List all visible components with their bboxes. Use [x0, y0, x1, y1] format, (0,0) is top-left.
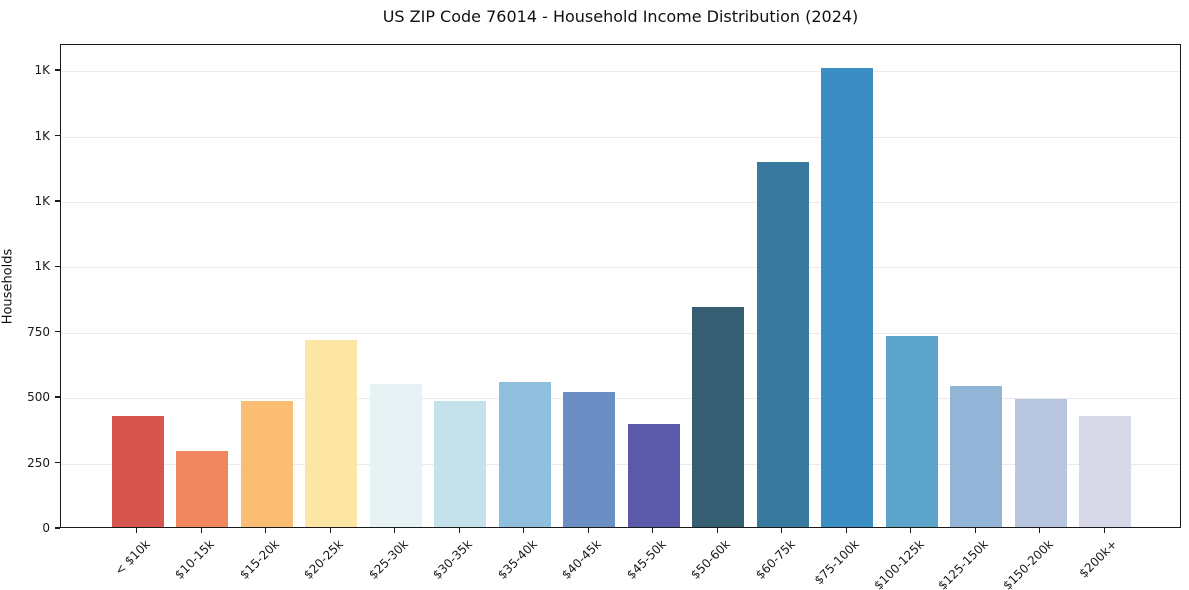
x-tick-label: $20-25k — [301, 537, 347, 582]
bar-$60-75k — [756, 162, 809, 527]
x-tick-mark — [394, 528, 396, 533]
bar-$45-50k — [627, 423, 680, 527]
y-tick-mark — [55, 461, 60, 464]
y-tick-label: 500 — [27, 390, 50, 405]
y-tick-mark — [55, 200, 60, 202]
bar-$150-200k — [1014, 398, 1067, 527]
gridline — [61, 398, 1180, 400]
x-tick-mark — [910, 528, 912, 533]
x-tick-label: $45-50k — [623, 537, 669, 582]
y-tick-label: 0 — [42, 521, 50, 535]
x-tick-mark — [329, 528, 331, 533]
gridline — [61, 71, 1180, 73]
x-tick-mark — [1103, 528, 1105, 533]
bar-$20-25k — [305, 339, 358, 527]
x-tick-mark — [200, 528, 202, 533]
y-tick-mark — [55, 527, 60, 529]
x-tick-label: $100-125k — [870, 537, 927, 590]
x-tick-label: $60-75k — [752, 537, 798, 582]
y-tick-label: 1K — [34, 63, 50, 78]
y-tick-mark — [55, 265, 60, 268]
bar-< $10k — [111, 415, 164, 527]
x-tick-label: $15-20k — [236, 537, 282, 582]
y-tick-mark — [55, 396, 60, 398]
x-tick-label: $50-60k — [688, 537, 734, 582]
gridline — [61, 201, 1180, 203]
y-tick-label: 1K — [34, 259, 50, 274]
bar-$200k+ — [1079, 415, 1132, 527]
y-tick-mark — [55, 331, 60, 333]
x-tick-label: $200k+ — [1076, 537, 1121, 581]
gridline — [61, 332, 1180, 334]
x-tick-mark — [652, 528, 654, 533]
bar-$10-15k — [176, 451, 229, 527]
y-tick-mark — [55, 134, 60, 137]
bar-$125-150k — [950, 385, 1003, 527]
x-tick-label: $75-100k — [811, 537, 863, 588]
x-tick-mark — [1039, 528, 1041, 533]
y-tick-label: 250 — [27, 455, 50, 470]
x-tick-label: $30-35k — [430, 537, 476, 582]
y-tick-label: 750 — [27, 324, 50, 339]
x-tick-label: $25-30k — [365, 537, 411, 582]
gridline — [61, 267, 1180, 269]
x-tick-mark — [265, 528, 267, 533]
bar-$30-35k — [434, 401, 487, 527]
gridline — [61, 136, 1180, 138]
x-tick-label: $40-45k — [559, 537, 605, 582]
y-tick-label: 1K — [34, 193, 50, 208]
bar-$35-40k — [498, 381, 551, 527]
y-tick-label: 1K — [34, 128, 50, 143]
bar-$25-30k — [369, 384, 422, 527]
x-tick-label: $150-200k — [999, 537, 1056, 590]
x-tick-mark — [587, 528, 589, 533]
x-tick-mark — [458, 528, 460, 533]
bar-$75-100k — [821, 67, 874, 527]
gridline — [61, 463, 1180, 465]
x-tick-label: < $10k — [111, 537, 153, 578]
x-tick-label: $35-40k — [494, 537, 540, 582]
x-tick-mark — [845, 528, 847, 533]
bar-$50-60k — [692, 307, 745, 527]
chart-title: US ZIP Code 76014 - Household Income Dis… — [382, 7, 859, 26]
x-tick-mark — [523, 528, 525, 533]
bar-$100-125k — [885, 336, 938, 527]
x-tick-mark — [974, 528, 976, 533]
x-tick-mark — [781, 528, 783, 533]
bar-$40-45k — [563, 392, 616, 527]
x-tick-mark — [716, 528, 718, 533]
x-tick-label: $125-150k — [935, 537, 992, 590]
x-tick-label: $10-15k — [172, 537, 218, 582]
y-tick-mark — [55, 69, 60, 71]
bar-$15-20k — [240, 401, 293, 527]
x-tick-mark — [136, 528, 138, 533]
plot-area — [60, 44, 1181, 528]
